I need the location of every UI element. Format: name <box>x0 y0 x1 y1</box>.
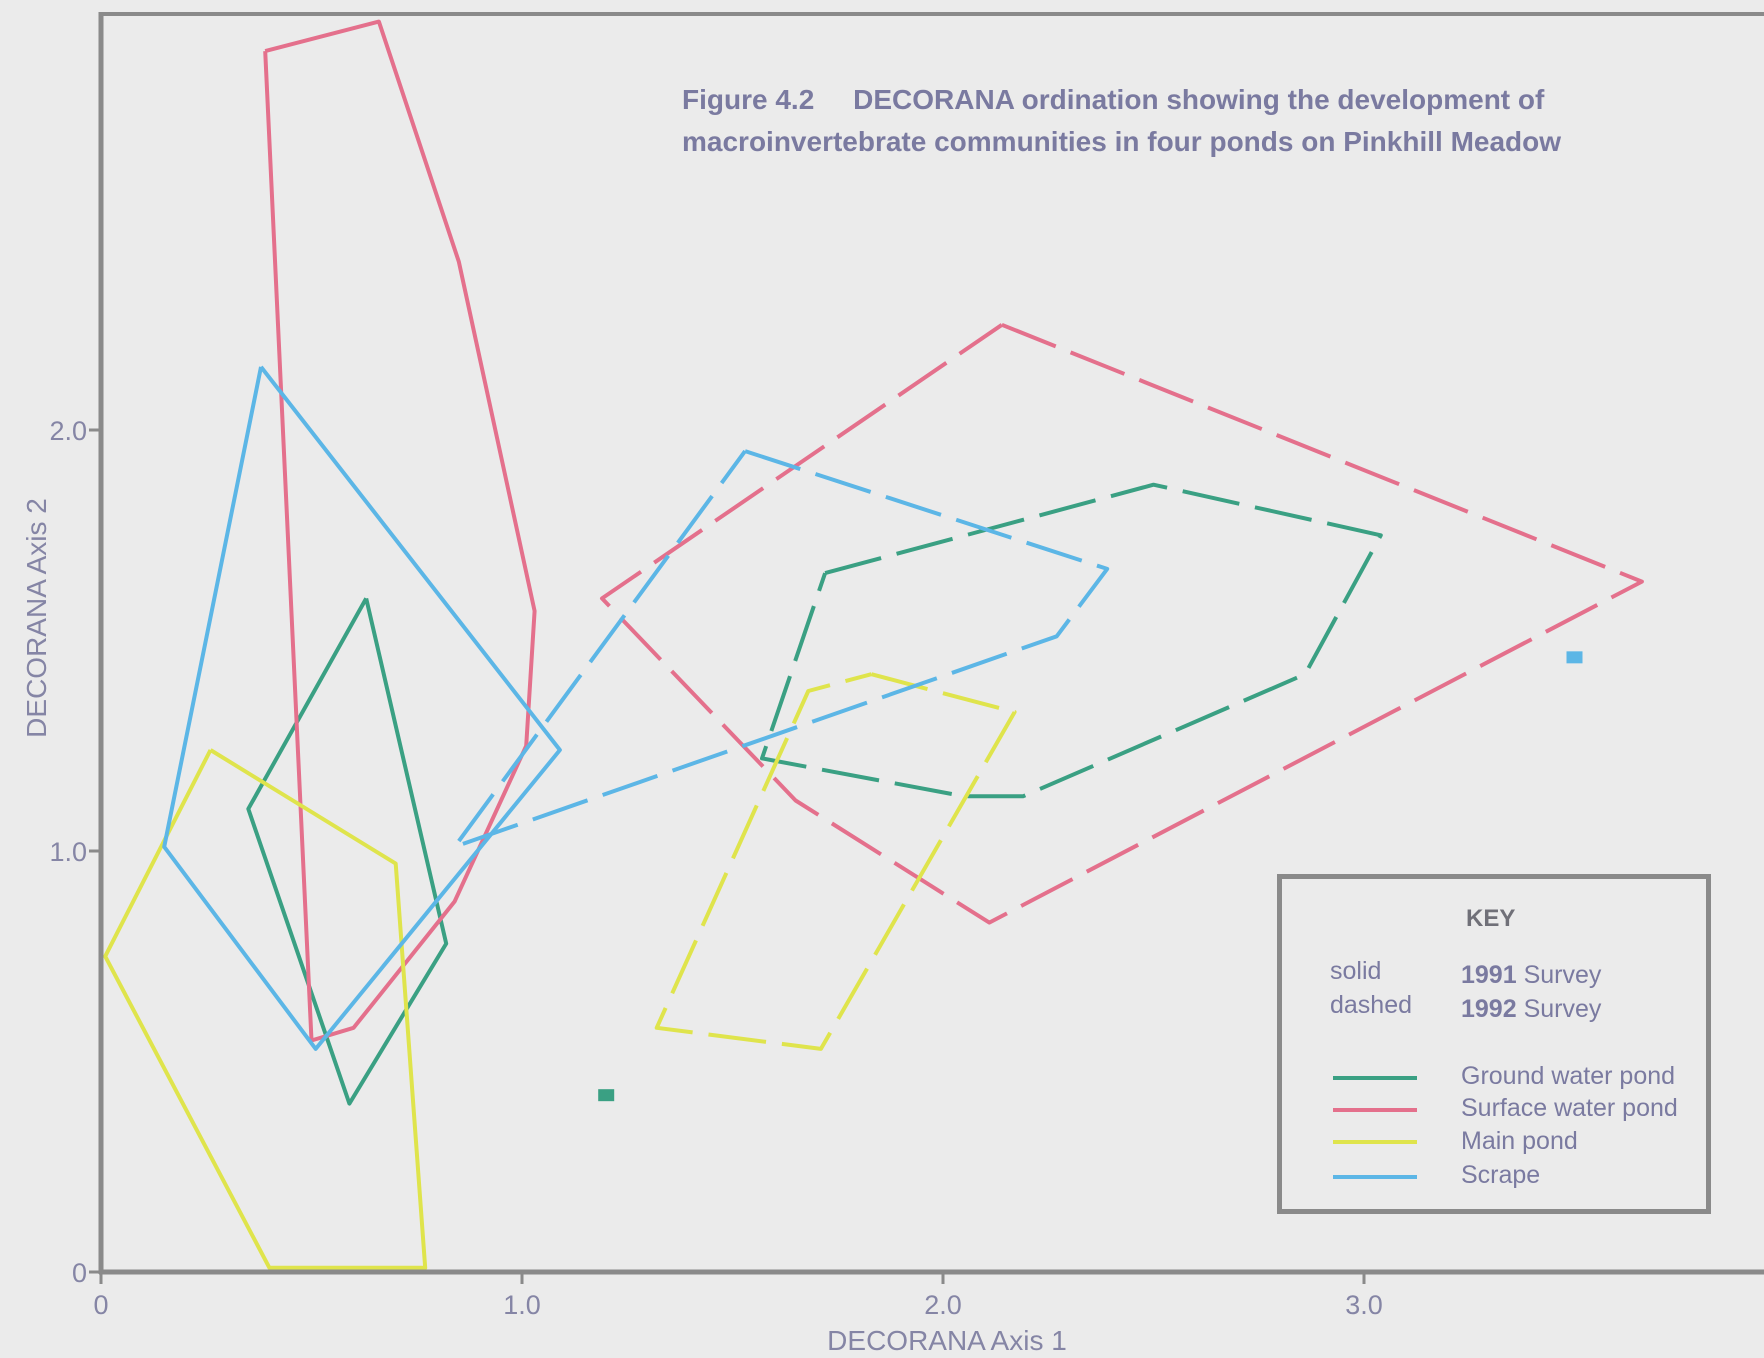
legend-style-1992: 1992 Survey <box>1461 995 1601 1024</box>
x-tick-label-1: 1.0 <box>503 1290 541 1320</box>
y-tick-label-1: 1.0 <box>49 837 87 867</box>
legend-style-1991: 1991 Survey <box>1461 961 1601 990</box>
series-main-pond-dashed <box>654 672 1017 1051</box>
legend-heading: KEY <box>1466 905 1516 932</box>
point-marker-2 <box>1566 651 1583 664</box>
point-marker-1 <box>598 1089 615 1102</box>
legend-survey-1991: Survey <box>1516 961 1602 989</box>
legend-style-solid: solid <box>1330 957 1382 985</box>
series-scrape-solid <box>162 365 562 1051</box>
legend-year-1991: 1991 <box>1461 961 1517 989</box>
legend-swatch-ground-water <box>1333 1076 1417 1080</box>
series-ground-water-pond-solid <box>246 597 449 1106</box>
series-ground-water-pond-dashed <box>760 482 1383 799</box>
series-surface-water-pond-dashed <box>600 322 1644 925</box>
legend-swatch-scrape <box>1333 1175 1417 1179</box>
legend-style-dashed: dashed <box>1330 991 1413 1019</box>
x-tick-label-2: 2.0 <box>924 1290 962 1320</box>
figure-title-line-1: Figure 4.2 DECORANA ordination showing t… <box>682 84 1545 115</box>
chart-axes: 0 1.0 2.0 3.0 0 1.0 2.0 DECORANA Axis 1 DECORANA… <box>21 12 1764 1356</box>
x-tick-label-0: 0 <box>93 1290 108 1320</box>
legend-label-surface-water: Surface water pond <box>1461 1094 1678 1122</box>
chart-marks <box>103 19 1644 1270</box>
x-axis-label: DECORANA Axis 1 <box>827 1325 1067 1356</box>
y-axis-label: DECORANA Axis 2 <box>21 498 52 738</box>
y-tick-label-0: 0 <box>72 1258 87 1288</box>
series-scrape-dashed <box>452 449 1110 849</box>
y-tick-label-2: 2.0 <box>49 416 87 446</box>
legend-survey-1992: Survey <box>1516 995 1602 1023</box>
legend-swatch-main-pond <box>1333 1140 1417 1144</box>
legend-label-main-pond: Main pond <box>1461 1127 1578 1155</box>
series-main-pond-solid <box>103 748 428 1270</box>
legend-swatch-surface-water <box>1333 1108 1417 1112</box>
legend-year-1992: 1992 <box>1461 995 1517 1023</box>
legend-box <box>1277 874 1711 1214</box>
figure-title-line-2: macroinvertebrate communities in four po… <box>682 126 1562 157</box>
legend-label-scrape: Scrape <box>1461 1161 1541 1189</box>
series-surface-water-pond-solid <box>263 19 537 1043</box>
legend-label-ground-water: Ground water pond <box>1461 1062 1676 1090</box>
x-tick-label-3: 3.0 <box>1345 1290 1383 1320</box>
